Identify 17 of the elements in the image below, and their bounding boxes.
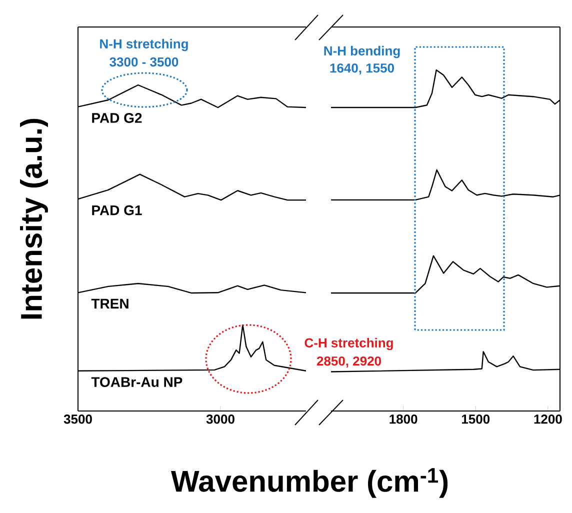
x-tick-label: 1200 [534, 414, 562, 424]
series-label: TOABr-Au NP [91, 377, 182, 388]
text: 3300 - 3500 [110, 57, 178, 67]
x-tick-label: 1800 [390, 414, 418, 424]
series-label: PAD G1 [92, 205, 142, 216]
annotation: 1640, 1550 [330, 63, 394, 75]
x-tick-label: 3000 [206, 414, 234, 424]
text: N-H bending [324, 46, 400, 58]
annotation: 2850, 2920 [316, 356, 381, 368]
y-axis-title: Intensity (a.u.) [20, 118, 48, 319]
x-tick-label: 3500 [64, 414, 92, 424]
text: N-H stretching [100, 38, 188, 52]
series-label: TREN [91, 298, 128, 308]
x-axis-title: Wavenumber (cm$^{-1}$) [170, 468, 448, 498]
x-tick-label: 1500 [462, 414, 490, 424]
annotation: C-H stretching [304, 338, 393, 350]
series-label: PAD G2 [92, 113, 142, 123]
